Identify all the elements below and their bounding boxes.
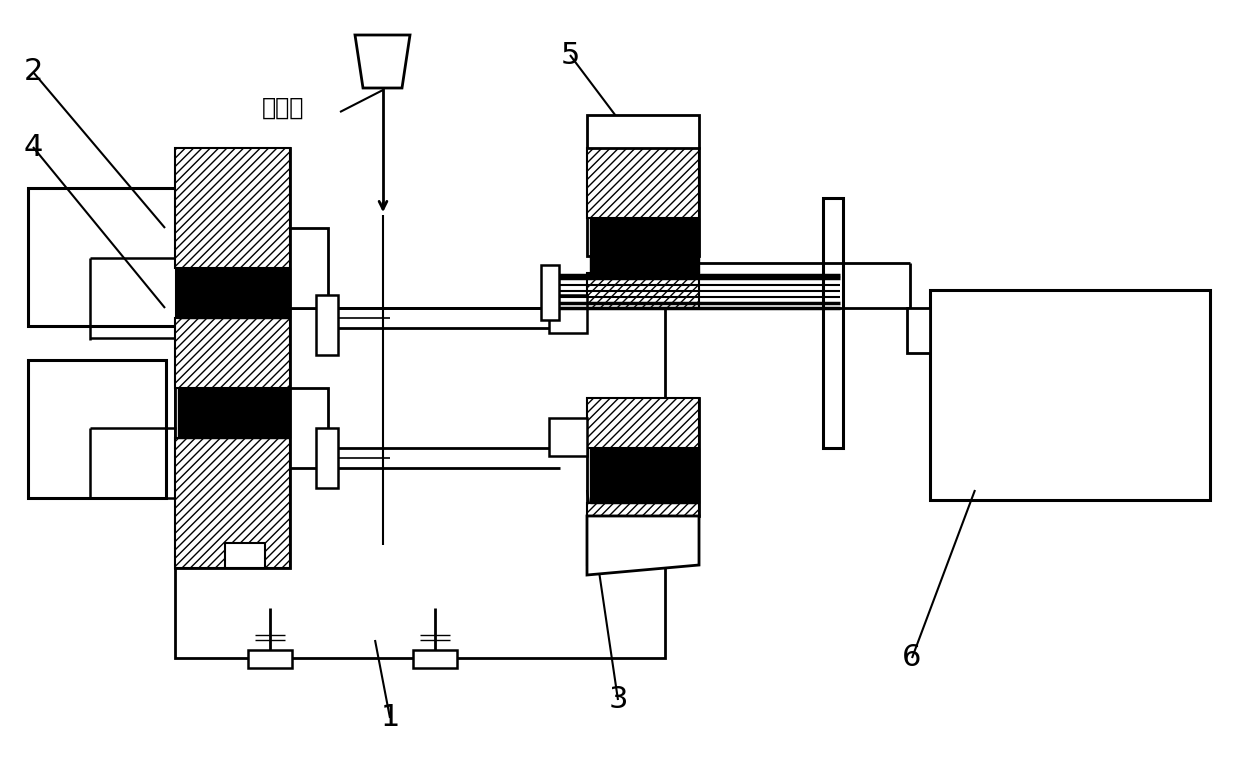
Bar — [29, 188, 176, 326]
Text: 激光束: 激光束 — [262, 96, 304, 120]
Polygon shape — [175, 318, 290, 388]
Bar — [316, 428, 339, 488]
Bar — [590, 218, 699, 273]
Polygon shape — [175, 148, 290, 268]
Bar — [413, 650, 458, 668]
Polygon shape — [587, 516, 699, 575]
Bar — [290, 388, 329, 468]
Text: 3: 3 — [609, 686, 627, 714]
Polygon shape — [175, 438, 290, 568]
Bar — [930, 290, 1210, 500]
Bar — [906, 308, 930, 353]
Text: 2: 2 — [24, 57, 42, 87]
Polygon shape — [587, 398, 699, 448]
Bar — [316, 295, 339, 355]
Bar — [29, 360, 166, 498]
Text: 5: 5 — [560, 40, 579, 70]
Bar — [590, 448, 699, 503]
Text: 4: 4 — [24, 132, 42, 162]
Bar — [549, 418, 587, 456]
Bar — [587, 115, 699, 148]
Polygon shape — [587, 503, 699, 516]
Text: 6: 6 — [903, 643, 921, 673]
Polygon shape — [587, 273, 699, 308]
Polygon shape — [355, 35, 410, 88]
Bar — [823, 198, 843, 448]
Bar — [587, 398, 699, 516]
Bar — [549, 295, 587, 333]
Polygon shape — [587, 148, 699, 218]
Bar — [179, 388, 290, 438]
Polygon shape — [224, 543, 265, 568]
Bar — [248, 650, 291, 668]
Bar — [175, 148, 290, 568]
Polygon shape — [587, 516, 699, 565]
Bar — [179, 268, 290, 318]
Text: 1: 1 — [381, 703, 399, 733]
Bar — [587, 148, 699, 256]
Bar — [541, 265, 559, 320]
Bar — [290, 228, 329, 308]
Bar — [175, 308, 665, 658]
